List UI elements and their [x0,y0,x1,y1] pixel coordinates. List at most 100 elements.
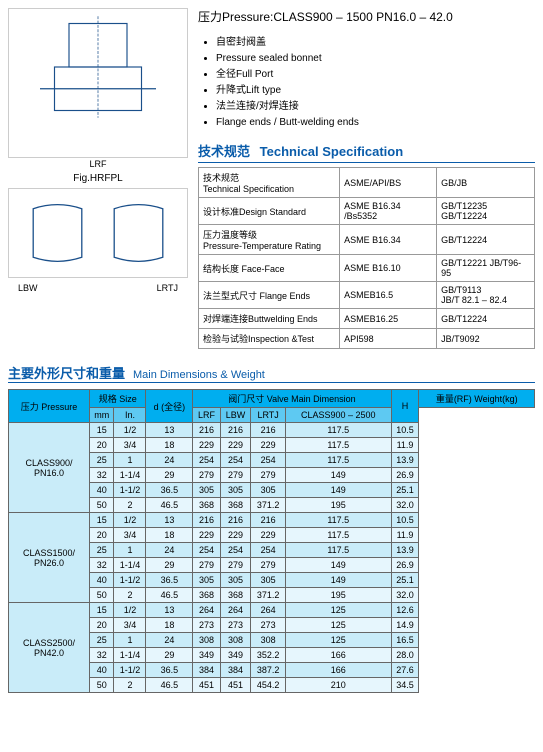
fig-label: Fig.HRFPL [8,173,188,184]
spec-row: 检验与试验Inspection &TestAPI598JB/T9092 [199,329,535,349]
dim-cell: 3/4 [114,438,146,453]
dim-cell: 216 [220,423,251,438]
dim-cell: 368 [220,498,251,513]
dim-cell: 254 [193,543,220,558]
dim-cell: 29 [146,648,193,663]
dim-cell: 11.9 [391,528,419,543]
dim-cell: 3/4 [114,528,146,543]
dim-cell: 149 [286,573,392,588]
dim-cell: 117.5 [286,528,392,543]
dim-cell: 36.5 [146,663,193,678]
dim-cell: 264 [251,603,286,618]
dim-cell: 36.5 [146,573,193,588]
dim-cell: 2 [114,498,146,513]
dim-cell: 308 [220,633,251,648]
diagram-column: LRF Fig.HRFPL LBW LRTJ [8,8,188,349]
dim-cell: 32 [89,648,113,663]
dim-cell: 2 [114,588,146,603]
spec-cell: GB/T12224 [437,225,535,255]
dim-cell: 149 [286,483,392,498]
feature-bullets: 自密封阀盖Pressure sealed bonnet全径Full Port升降… [198,35,535,131]
dim-cell: 273 [193,618,220,633]
dim-cell: 229 [220,438,251,453]
main-dim-title-en: Main Dimensions & Weight [133,369,265,381]
dim-cell: 1-1/4 [114,468,146,483]
dim-cell: 1-1/2 [114,573,146,588]
dim-cell: 26.9 [391,558,419,573]
dim-cell: 166 [286,663,392,678]
dim-cell: 1 [114,453,146,468]
dim-cell: 149 [286,468,392,483]
dim-cell: 254 [220,453,251,468]
dim-cell: 229 [193,438,220,453]
dim-cell: 117.5 [286,453,392,468]
dim-cell: 25 [89,453,113,468]
dim-cell: 451 [193,678,220,693]
dim-cell: 11.9 [391,438,419,453]
dim-cell: 279 [251,558,286,573]
dim-cell: 24 [146,453,193,468]
dim-cell: 279 [220,558,251,573]
dim-cell: 149 [286,558,392,573]
dim-cell: 40 [89,573,113,588]
dim-cell: 24 [146,543,193,558]
dim-cell: 1-1/2 [114,663,146,678]
dim-row: CLASS1500/ PN26.0151/213216216216117.510… [9,513,535,528]
col-d: d (全径) [146,390,193,423]
dim-cell: 20 [89,618,113,633]
feature-bullet: 法兰连接/对焊连接 [216,99,535,115]
dim-cell: 305 [251,573,286,588]
spec-cell: GB/T12235 GB/T12224 [437,198,535,225]
spec-cell: GB/JB [437,168,535,198]
dim-cell: 273 [251,618,286,633]
dim-cell: 125 [286,633,392,648]
dim-cell: 229 [251,528,286,543]
dim-cell: 368 [193,498,220,513]
lbw-label: LBW [18,283,38,293]
dim-cell: 1 [114,543,146,558]
dim-cell: 10.5 [391,423,419,438]
spec-cell: GB/T9113 JB/T 82.1 – 82.4 [437,282,535,309]
dim-cell: 50 [89,588,113,603]
col-weight: 重量(RF) Weight(kg) [419,390,535,408]
dim-cell: 451 [220,678,251,693]
dim-cell: 27.6 [391,663,419,678]
spec-cell: 压力温度等级 Pressure-Temperature Rating [199,225,340,255]
spec-cell: ASMEB16.5 [340,282,437,309]
dim-cell: 166 [286,648,392,663]
spec-cell: GB/T12224 [437,309,535,329]
spec-cell: ASMEB16.25 [340,309,437,329]
dim-cell: 254 [220,543,251,558]
col-lrtj: LRTJ [251,408,286,423]
dim-cell: 305 [220,573,251,588]
dim-cell: 254 [251,453,286,468]
dim-cell: 371.2 [251,588,286,603]
spec-row: 设计标准Design StandardASME B16.34 /Bs5352GB… [199,198,535,225]
dim-cell: 36.5 [146,483,193,498]
dim-cell: 254 [251,543,286,558]
dim-cell: 18 [146,528,193,543]
dim-cell: 13 [146,423,193,438]
dim-cell: 1/2 [114,423,146,438]
dim-cell: 454.2 [251,678,286,693]
dim-cell: 384 [193,663,220,678]
dim-cell: 384 [220,663,251,678]
feature-bullet: Flange ends / Butt-welding ends [216,115,535,131]
dim-cell: 264 [193,603,220,618]
dim-cell: 279 [193,558,220,573]
dim-cell: 1-1/2 [114,483,146,498]
spec-cell: ASME B16.34 [340,225,437,255]
spec-row: 结构长度 Face-FaceASME B16.10GB/T12221 JB/T9… [199,255,535,282]
spec-cell: JB/T9092 [437,329,535,349]
dim-cell: 40 [89,663,113,678]
pressure-group-cell: CLASS2500/ PN42.0 [9,603,90,693]
dim-cell: 368 [220,588,251,603]
dim-cell: 305 [193,483,220,498]
lrtj-label: LRTJ [157,283,178,293]
dim-cell: 15 [89,423,113,438]
dim-cell: 308 [193,633,220,648]
dim-cell: 32.0 [391,588,419,603]
feature-bullet: 升降式Lift type [216,83,535,99]
dim-cell: 10.5 [391,513,419,528]
col-valve-main: 阀门尺寸 Valve Main Dimension [193,390,391,408]
